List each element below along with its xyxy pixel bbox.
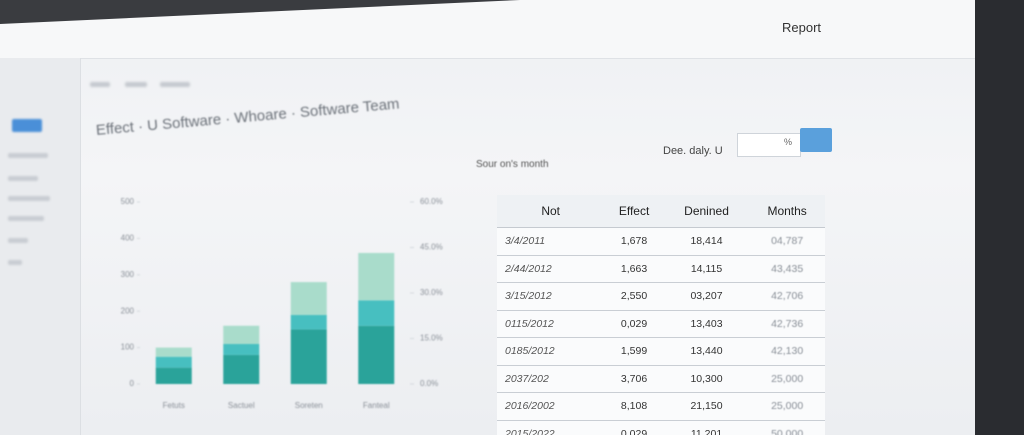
side-item[interactable] xyxy=(8,153,48,158)
table-cell: 8,108 xyxy=(604,392,664,420)
bar-segment xyxy=(223,354,260,384)
y2-tick-label: 45.0% xyxy=(420,243,443,252)
y2-tick-label: 30.0% xyxy=(420,288,443,297)
bar-segment xyxy=(155,356,192,368)
bar-segment xyxy=(358,252,395,301)
column-header[interactable]: Effect xyxy=(604,195,664,228)
table-cell: 3,706 xyxy=(604,364,664,393)
y-tick-label: 400 xyxy=(121,234,135,243)
table-cell: 2037/202 xyxy=(497,364,605,393)
table-cell: 42,130 xyxy=(749,337,825,365)
table-cell: 1,599 xyxy=(604,337,664,365)
table-cell: 2,550 xyxy=(604,282,664,310)
table-cell: 11,201 xyxy=(663,419,750,435)
table-row: 2/44/2012 1,663 14,115 43,435 xyxy=(497,254,825,283)
bar-segment xyxy=(223,343,260,355)
sidebar xyxy=(0,58,81,435)
table-cell: 3/4/2011 xyxy=(497,227,605,255)
table-cell: 0115/2012 xyxy=(497,309,605,338)
table-cell: 2016/2002 xyxy=(497,392,605,420)
filter-button[interactable] xyxy=(800,128,832,152)
y2-tick-label: 15.0% xyxy=(420,334,443,343)
table-cell: 03,207 xyxy=(663,282,750,310)
table-cell: 0185/2012 xyxy=(497,337,605,365)
table-cell: 13,440 xyxy=(663,337,750,365)
table-row: 2037/202 3,706 10,300 25,000 xyxy=(497,364,825,393)
bar-segment xyxy=(223,325,260,344)
y-tick-label: 200 xyxy=(121,306,135,315)
column-header[interactable]: Not xyxy=(497,195,605,228)
table-cell: 42,706 xyxy=(749,282,825,310)
table-cell: 0,029 xyxy=(604,419,664,435)
filter-unit: % xyxy=(784,137,793,147)
side-item[interactable] xyxy=(8,196,50,201)
table-cell: 21,150 xyxy=(663,392,750,420)
table-cell: 04,787 xyxy=(749,227,825,255)
screen: Report Effect · U Software · Whoare · So… xyxy=(0,0,975,435)
nav-item[interactable] xyxy=(160,82,190,87)
table-cell: 1,678 xyxy=(604,227,664,255)
side-item[interactable] xyxy=(8,260,22,265)
table-row: 2015/2022 0,029 11,201 50,000 xyxy=(497,419,825,435)
column-header[interactable]: Denined xyxy=(663,195,750,228)
sort-label[interactable]: Sour on's month xyxy=(476,159,549,170)
x-tick-label: Sactuel xyxy=(228,401,255,410)
table-cell: 10,300 xyxy=(663,364,750,393)
x-tick-label: Fanteal xyxy=(363,401,390,410)
table-cell: 1,663 xyxy=(604,254,664,283)
side-item[interactable] xyxy=(8,176,38,181)
table-cell: 42,736 xyxy=(749,309,825,338)
bar-segment xyxy=(290,329,327,384)
data-table: Not Effect Denined Months 3/4/2011 1,678 18,41… xyxy=(497,195,825,435)
y2-tick-label: 0.0% xyxy=(420,379,438,388)
bar-segment xyxy=(290,282,327,315)
table-cell: 43,435 xyxy=(749,254,825,283)
table-row: 3/15/2012 2,550 03,207 42,706 xyxy=(497,282,825,310)
bar-segment xyxy=(358,300,395,326)
table-cell: 25,000 xyxy=(749,364,825,393)
y-tick-label: 500 xyxy=(121,197,135,206)
table-row: 0185/2012 1,599 13,440 42,130 xyxy=(497,337,825,365)
y-tick-label: 300 xyxy=(121,270,135,279)
side-item[interactable] xyxy=(8,238,28,243)
table-row: 3/4/2011 1,678 18,414 04,787 xyxy=(497,227,825,255)
page-title: Effect · U Software · Whoare · Software … xyxy=(95,95,401,139)
bar-segment xyxy=(155,347,192,357)
x-tick-label: Fetuts xyxy=(163,401,185,410)
table-cell: 18,414 xyxy=(663,227,750,255)
side-item[interactable] xyxy=(8,216,44,221)
nav-item[interactable] xyxy=(90,82,110,87)
table-cell: 50,000 xyxy=(749,419,825,435)
table-cell: 13,403 xyxy=(663,309,750,338)
y2-tick-label: 60.0% xyxy=(420,197,443,206)
table-cell: 2015/2022 xyxy=(497,419,605,435)
bar-segment xyxy=(290,314,327,330)
y-tick-label: 0 xyxy=(130,379,135,388)
x-tick-label: Soreten xyxy=(295,401,323,410)
bar-segment xyxy=(358,325,395,384)
table-cell: 14,115 xyxy=(663,254,750,283)
filter-input[interactable] xyxy=(737,133,801,157)
report-link[interactable]: Report xyxy=(782,20,822,35)
table-cell: 2/44/2012 xyxy=(497,254,605,283)
table-row: 2016/2002 8,108 21,150 25,000 xyxy=(497,392,825,420)
nav-item[interactable] xyxy=(125,82,147,87)
table-cell: 3/15/2012 xyxy=(497,282,605,310)
y-tick-label: 100 xyxy=(121,343,135,352)
filter-label: Dee. daly. U xyxy=(663,145,723,157)
chart: 0 100 200 300 400 500 0.0% 15.0% 30.0% 45.0% 60.0%… xyxy=(121,197,443,410)
table-row: 0115/2012 0,029 13,403 42,736 xyxy=(497,309,825,338)
table-cell: 25,000 xyxy=(749,392,825,420)
table-cell: 0,029 xyxy=(604,309,664,338)
sidebar-button[interactable] xyxy=(12,119,42,132)
column-header[interactable]: Months xyxy=(749,195,825,228)
bar-segment xyxy=(155,367,192,384)
